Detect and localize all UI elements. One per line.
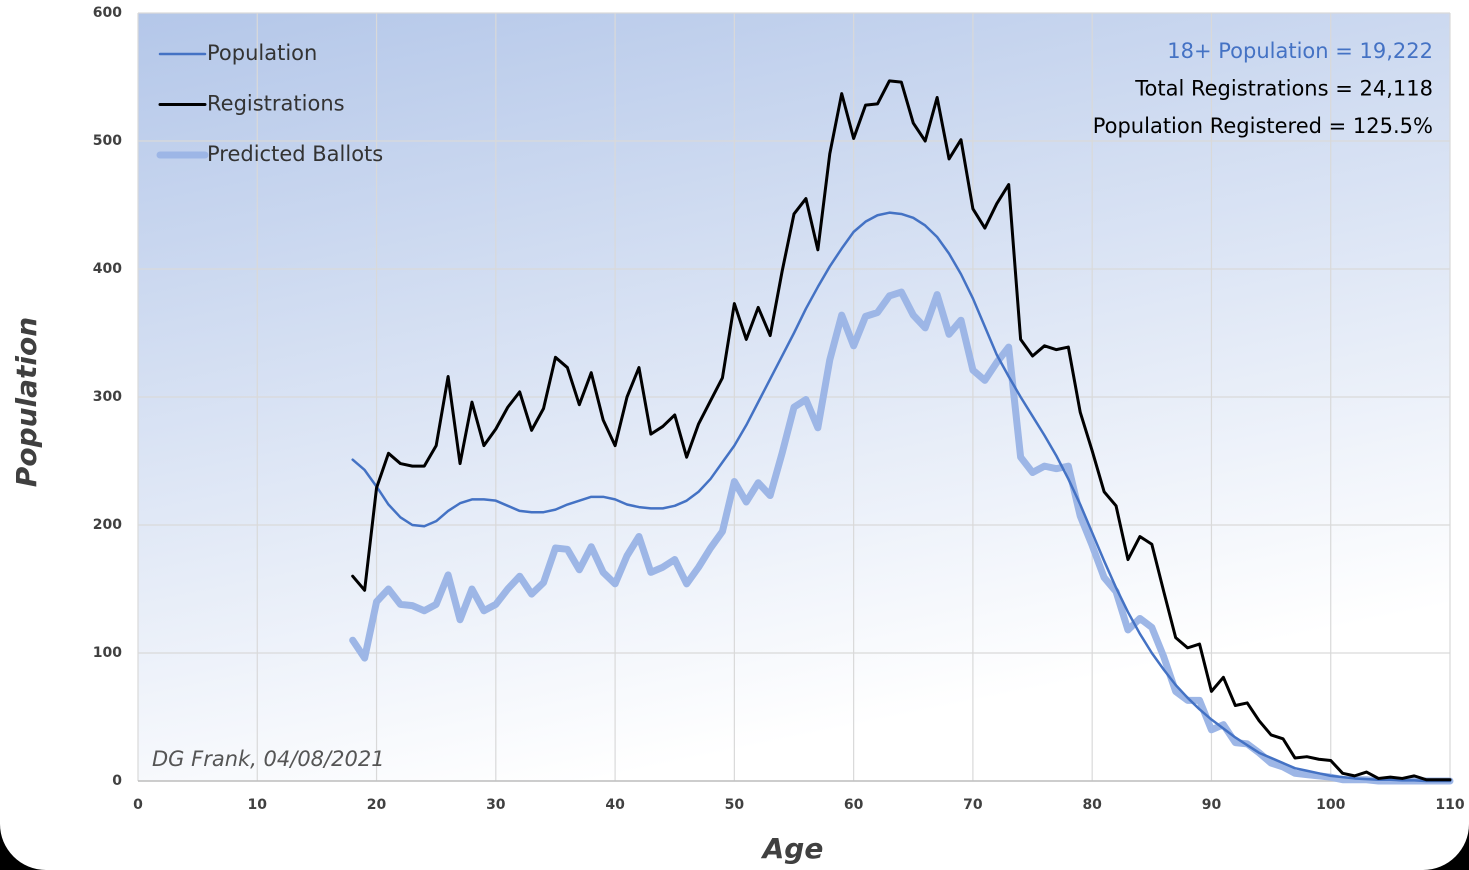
x-tick-label: 20 — [367, 797, 387, 813]
y-tick-label: 200 — [93, 517, 122, 533]
y-tick-label: 100 — [93, 645, 122, 661]
lines — [349, 79, 1454, 785]
y-tick-label: 400 — [93, 261, 122, 277]
x-tick-label: 40 — [605, 797, 625, 813]
x-tick-label: 110 — [1435, 797, 1464, 813]
legend-label: Predicted Ballots — [207, 142, 383, 166]
y-tick-label: 0 — [112, 773, 122, 789]
credit: DG Frank, 04/08/2021 — [152, 747, 385, 771]
x-tick-label: 60 — [844, 797, 864, 813]
x-tick-label: 10 — [248, 797, 268, 813]
grid — [137, 12, 1451, 782]
series-line — [351, 79, 1452, 782]
x-tick-label: 70 — [963, 797, 983, 813]
y-axis-title: Population — [10, 317, 43, 487]
legend-label: Population — [207, 41, 317, 65]
x-tick-label: 80 — [1082, 797, 1102, 813]
legend-label: Registrations — [207, 92, 345, 116]
annotation: Total Registrations = 24,118 — [1134, 77, 1433, 101]
x-axis-title: Age — [761, 832, 824, 865]
x-tick-label: 30 — [486, 797, 506, 813]
y-tick-label: 600 — [93, 5, 122, 21]
series-line — [349, 288, 1454, 785]
annotation: 18+ Population = 19,222 — [1167, 39, 1433, 63]
x-tick-label: 0 — [133, 797, 143, 813]
y-tick-label: 500 — [93, 133, 122, 149]
annotation: Population Registered = 125.5% — [1093, 114, 1433, 138]
x-tick-label: 50 — [725, 797, 745, 813]
x-tick-label: 90 — [1202, 797, 1222, 813]
series-line — [351, 211, 1452, 783]
x-tick-label: 100 — [1316, 797, 1345, 813]
y-tick-label: 300 — [93, 389, 122, 405]
